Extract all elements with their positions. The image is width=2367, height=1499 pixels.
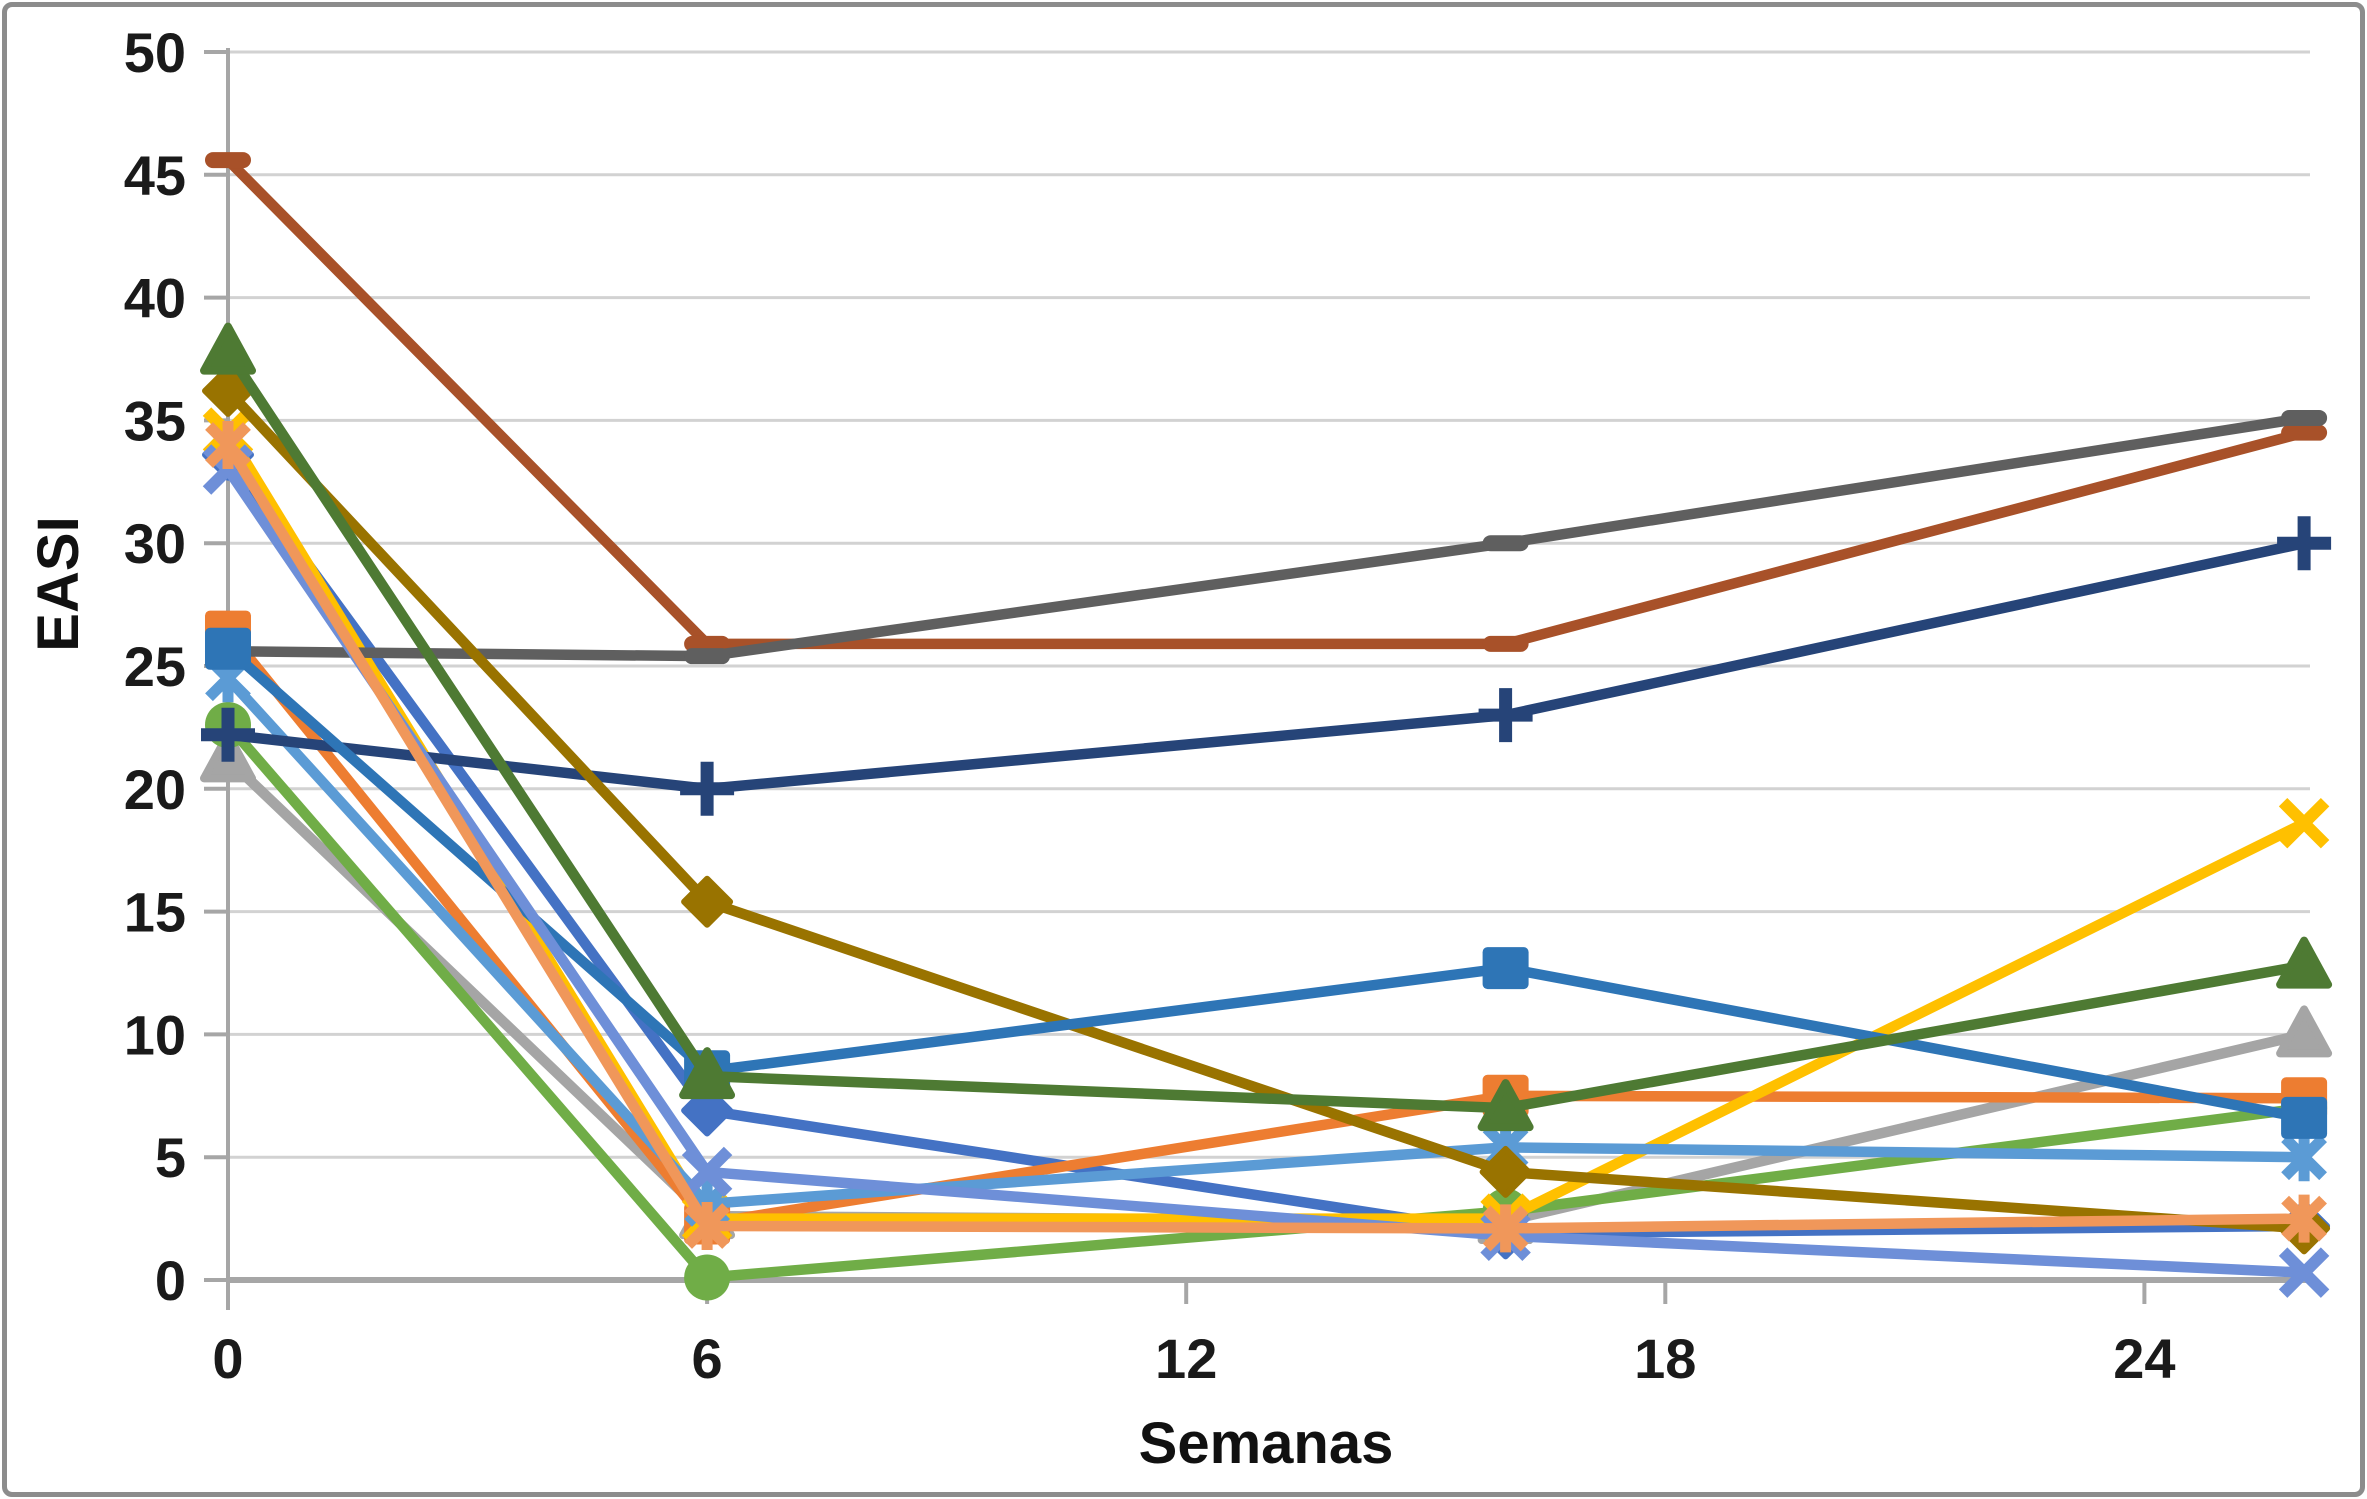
y-axis-title: EASI (26, 516, 91, 652)
series-marker-dark-green-triangle (2276, 936, 2333, 989)
series-marker-steel-blue-square (2281, 1096, 2328, 1139)
x-tick-label: 24 (2113, 1327, 2175, 1390)
series-line-steel-blue-square (222, 643, 2310, 1124)
series-line-navy-plus (222, 537, 2310, 795)
series-marker-periwinkle-x (2278, 1247, 2330, 1298)
y-tick-label: 25 (124, 635, 186, 698)
y-tick-label: 50 (124, 21, 186, 84)
series-line-dark-gray-dash (222, 412, 2310, 662)
series-marker-light-orange-asterisk (2281, 1194, 2327, 1243)
series-marker-navy-plus (680, 761, 735, 816)
x-tick-label: 6 (692, 1327, 723, 1390)
series-line-light-orange-asterisk (222, 439, 2310, 1234)
series-marker-gold-x (2278, 797, 2330, 849)
series-line-orange-square (222, 626, 2310, 1229)
y-tick-label: 35 (124, 389, 186, 452)
series-marker-sky-blue-asterisk (2281, 1133, 2327, 1182)
x-tick-label: 12 (1155, 1327, 1217, 1390)
x-tick-label: 18 (1634, 1327, 1696, 1390)
series-marker-light-orange-asterisk (1482, 1204, 1529, 1253)
y-tick-label: 20 (124, 758, 186, 821)
series-marker-olive-diamond (1479, 1145, 1532, 1198)
series-marker-olive-diamond (681, 875, 734, 928)
series-marker-dark-gray-dash (2281, 409, 2328, 426)
series-marker-light-orange-asterisk (205, 420, 251, 469)
series-marker-gray-triangle (2276, 1005, 2333, 1058)
series-marker-steel-blue-square (205, 627, 251, 670)
y-tick-label: 0 (155, 1249, 186, 1312)
series-marker-rust-dash (2281, 424, 2328, 441)
series-marker-green-circle (684, 1254, 731, 1301)
y-tick-label: 15 (124, 881, 186, 944)
y-tick-label: 30 (124, 512, 186, 575)
series-marker-light-orange-asterisk (684, 1201, 730, 1250)
series-line-green-circle (222, 719, 2310, 1283)
x-axis-title: Semanas (1138, 1411, 1394, 1476)
x-tick-label: 0 (212, 1327, 243, 1390)
series-marker-rust-dash (684, 635, 731, 652)
series-marker-navy-plus (1478, 688, 1533, 743)
y-tick-label: 40 (124, 267, 186, 330)
series-marker-navy-plus (2277, 516, 2332, 571)
series-marker-rust-dash (205, 152, 251, 169)
series-line-rust-dash (222, 154, 2310, 650)
series-marker-dark-green-triangle (200, 322, 256, 375)
series-marker-rust-dash (1482, 635, 1529, 652)
series-marker-navy-plus (201, 707, 255, 762)
series-marker-dark-green-triangle (679, 1047, 736, 1100)
series-line-dark-green-triangle (222, 346, 2310, 1114)
y-tick-label: 45 (124, 144, 186, 207)
series-line-royal-blue-diamond (222, 449, 2310, 1239)
series-marker-periwinkle-x (681, 1146, 733, 1198)
series-line-olive-diamond (222, 385, 2310, 1234)
series-line-periwinkle-x (222, 464, 2310, 1278)
y-tick-label: 10 (124, 1003, 186, 1066)
series-marker-dark-gray-dash (1482, 535, 1529, 552)
series-line-sky-blue-asterisk (222, 673, 2310, 1210)
series-marker-dark-green-triangle (1477, 1079, 1534, 1132)
series-marker-dark-gray-dash (684, 648, 731, 665)
series-marker-steel-blue-square (1482, 947, 1529, 990)
y-tick-label: 5 (155, 1126, 186, 1189)
